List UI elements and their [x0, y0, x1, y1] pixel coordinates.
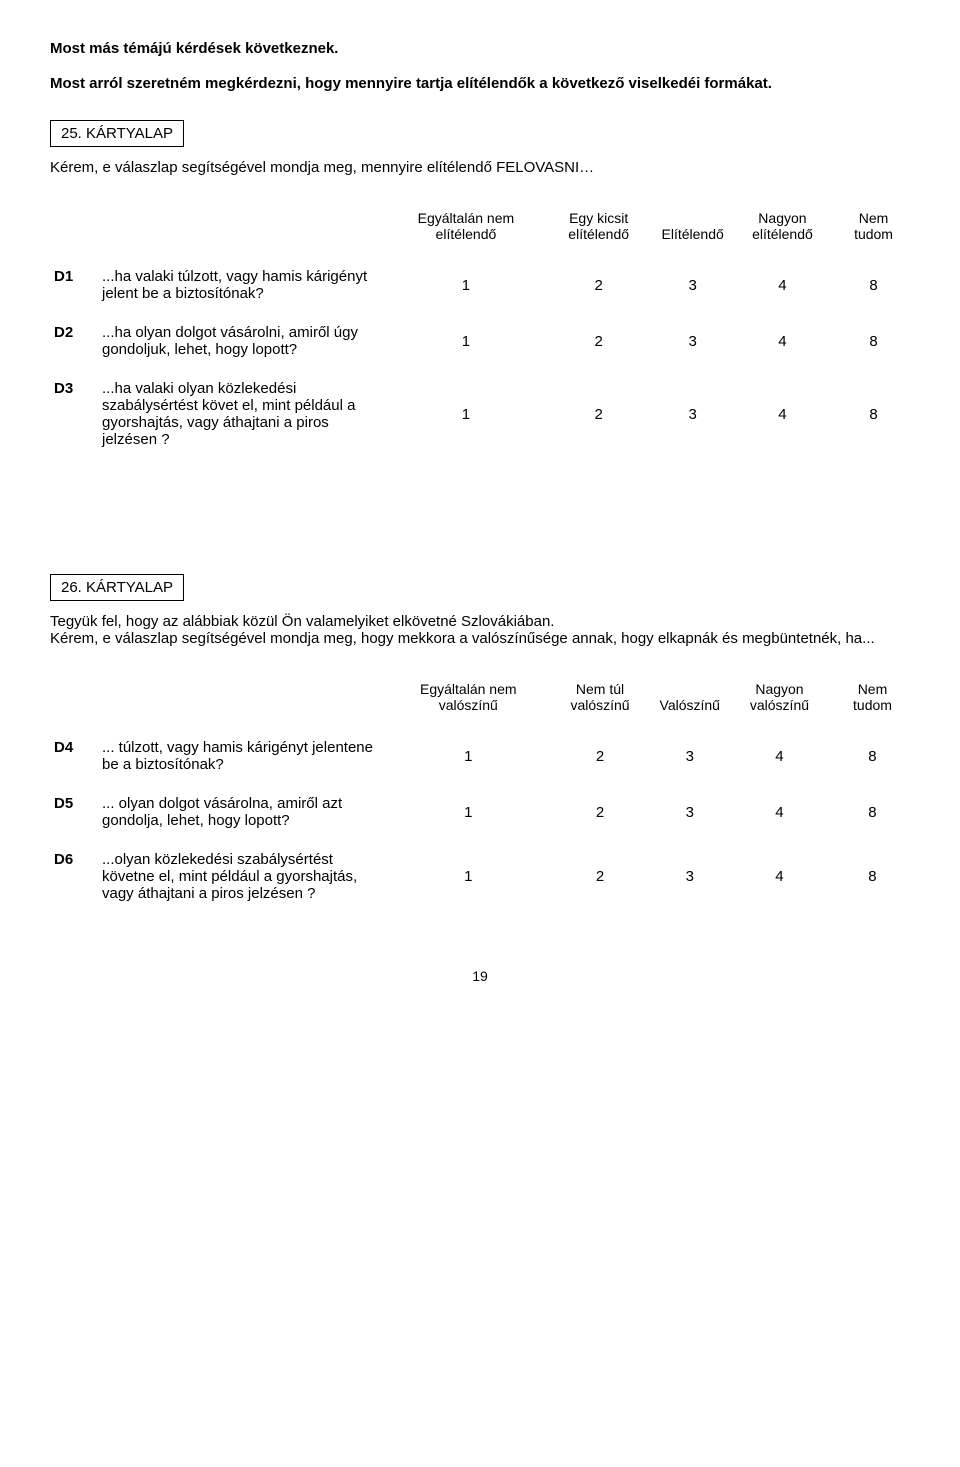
row-id: D4	[50, 723, 98, 779]
row-id: D5	[50, 779, 98, 835]
card26-header-2: Valószínű	[656, 675, 724, 723]
card26-prompt: Tegyük fel, hogy az alábbiak közül Ön va…	[50, 613, 910, 647]
row-value: 1	[392, 835, 545, 908]
row-text: ... olyan dolgot vásárolna, amiről azt g…	[98, 779, 392, 835]
row-value: 4	[728, 252, 837, 308]
card26-box: 26. KÁRTYALAP	[50, 574, 184, 601]
card26-table: Egyáltalán nem valószínű Nem túl valószí…	[50, 675, 910, 908]
card26-header-4: Nem tudom	[835, 675, 910, 723]
row-value: 4	[728, 364, 837, 454]
row-value: 3	[658, 252, 728, 308]
row-value: 8	[837, 252, 910, 308]
row-value: 4	[728, 308, 837, 364]
row-value: 4	[724, 723, 835, 779]
row-value: 4	[724, 779, 835, 835]
table-row: D1...ha valaki túlzott, vagy hamis kárig…	[50, 252, 910, 308]
row-value: 1	[392, 723, 545, 779]
card26-header-3: Nagyon valószínű	[724, 675, 835, 723]
row-text: ... túlzott, vagy hamis kárigényt jelent…	[98, 723, 392, 779]
intro-heading-1: Most más témájú kérdések következnek.	[50, 40, 910, 57]
card25-header-1: Egy kicsit elítélendő	[540, 204, 658, 252]
table-row: D2...ha olyan dolgot vásárolni, amiről ú…	[50, 308, 910, 364]
row-value: 8	[837, 308, 910, 364]
card25-header-2: Elítélendő	[658, 204, 728, 252]
row-value: 2	[545, 835, 656, 908]
row-value: 8	[835, 779, 910, 835]
card25-body: D1...ha valaki túlzott, vagy hamis kárig…	[50, 252, 910, 454]
card25-header-4: Nem tudom	[837, 204, 910, 252]
row-value: 3	[656, 779, 724, 835]
row-value: 3	[658, 308, 728, 364]
row-id: D3	[50, 364, 98, 454]
row-value: 3	[656, 835, 724, 908]
row-value: 1	[392, 308, 540, 364]
row-value: 2	[540, 308, 658, 364]
row-value: 1	[392, 364, 540, 454]
table-row: D6...olyan közlekedési szabálysértést kö…	[50, 835, 910, 908]
row-value: 8	[835, 723, 910, 779]
card26-header-0: Egyáltalán nem valószínű	[392, 675, 545, 723]
table-row: D3...ha valaki olyan közlekedési szabály…	[50, 364, 910, 454]
card25-label: 25. KÁRTYALAP	[61, 125, 173, 142]
page-number: 19	[50, 968, 910, 984]
intro-heading-2: Most arról szeretném megkérdezni, hogy m…	[50, 75, 910, 92]
row-value: 2	[545, 779, 656, 835]
row-value: 3	[658, 364, 728, 454]
row-id: D6	[50, 835, 98, 908]
row-text: ...ha valaki olyan közlekedési szabálysé…	[98, 364, 392, 454]
card26-header-1: Nem túl valószínű	[545, 675, 656, 723]
row-value: 4	[724, 835, 835, 908]
row-value: 8	[837, 364, 910, 454]
row-id: D2	[50, 308, 98, 364]
card25-box: 25. KÁRTYALAP	[50, 120, 184, 147]
row-id: D1	[50, 252, 98, 308]
table-row: D4... túlzott, vagy hamis kárigényt jele…	[50, 723, 910, 779]
card26-label: 26. KÁRTYALAP	[61, 579, 173, 596]
table-row: D5... olyan dolgot vásárolna, amiről azt…	[50, 779, 910, 835]
row-value: 2	[545, 723, 656, 779]
row-text: ...olyan közlekedési szabálysértést köve…	[98, 835, 392, 908]
card25-header-0: Egyáltalán nem elítélendő	[392, 204, 540, 252]
row-text: ...ha valaki túlzott, vagy hamis kárigén…	[98, 252, 392, 308]
row-value: 8	[835, 835, 910, 908]
row-value: 2	[540, 364, 658, 454]
row-value: 1	[392, 779, 545, 835]
row-value: 1	[392, 252, 540, 308]
card25-header-3: Nagyon elítélendő	[728, 204, 837, 252]
card25-table: Egyáltalán nem elítélendő Egy kicsit elí…	[50, 204, 910, 454]
row-value: 3	[656, 723, 724, 779]
row-text: ...ha olyan dolgot vásárolni, amiről úgy…	[98, 308, 392, 364]
card25-prompt: Kérem, e válaszlap segítségével mondja m…	[50, 159, 910, 176]
row-value: 2	[540, 252, 658, 308]
card26-body: D4... túlzott, vagy hamis kárigényt jele…	[50, 723, 910, 908]
